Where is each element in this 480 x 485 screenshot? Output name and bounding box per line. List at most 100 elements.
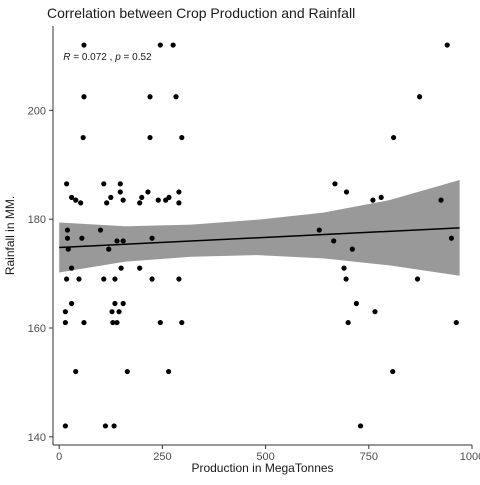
r-value: = 0.072 , [70,52,115,63]
data-point-27 [155,197,161,203]
data-point-25 [73,197,79,203]
data-point-49 [118,265,124,271]
data-point-50 [137,265,143,271]
data-point-45 [65,246,71,252]
data-point-14 [117,181,123,187]
data-point-26 [120,197,126,203]
data-point-4 [81,94,87,100]
data-point-64 [62,309,68,315]
data-point-52 [64,276,70,282]
data-point-36 [97,227,104,233]
data-point-70 [110,319,116,326]
data-point-77 [124,368,130,375]
data-point-66 [116,309,122,315]
y-ticks: 140 160 180 200 [28,105,53,444]
data-point-28 [163,197,169,203]
data-point-18 [176,189,182,195]
y-tick-label-3: 200 [28,105,46,117]
data-point-63 [353,300,360,307]
data-point-73 [179,319,185,326]
data-point-74 [345,319,351,326]
data-point-65 [109,309,115,315]
correlation-annotation: R = 0.072 , p = 0.52 [63,52,152,63]
chart-title: Correlation between Crop Production and … [47,5,355,21]
x-tick-label-3: 750 [360,451,378,463]
data-point-81 [102,423,109,429]
data-point-78 [165,368,172,375]
data-point-3 [444,42,450,48]
data-point-58 [343,276,349,282]
data-point-75 [453,319,459,326]
data-point-21 [108,194,114,201]
data-point-33 [137,200,143,206]
data-point-53 [76,276,82,282]
data-point-24 [378,194,384,201]
y-tick-label-2: 180 [28,214,46,226]
data-point-59 [414,276,421,282]
data-point-2 [170,42,176,48]
data-point-51 [341,265,347,271]
x-axis-title: Production in MegaTonnes [191,461,333,475]
p-value: = 0.52 [121,52,152,63]
data-point-34 [176,200,182,206]
y-tick-label-0: 140 [28,432,46,444]
data-point-56 [149,276,155,282]
data-point-71 [114,319,120,326]
data-point-9 [147,134,153,141]
data-point-12 [64,181,70,187]
x-tick-label-4: 1000 [460,451,480,463]
x-tick-label-2: 500 [256,451,274,463]
data-point-11 [390,134,397,141]
data-point-48 [68,265,75,271]
x-ticks: 0 250 500 750 1000 [56,445,480,463]
data-point-22 [139,194,145,201]
data-point-67 [372,309,378,315]
data-point-42 [149,235,155,241]
x-tick-label-0: 0 [56,451,62,463]
data-point-6 [173,94,179,100]
data-point-72 [157,319,163,326]
data-point-80 [62,423,68,429]
y-tick-label-1: 160 [28,323,46,335]
data-point-47 [349,246,355,252]
p-label: p [114,52,121,63]
data-point-37 [316,227,322,233]
data-point-82 [111,423,117,429]
data-point-54 [101,276,107,282]
data-point-39 [79,235,85,241]
data-point-32 [104,200,110,206]
data-point-13 [101,181,107,187]
data-point-19 [343,189,350,195]
data-point-55 [112,276,118,282]
confidence-band [59,180,460,276]
data-point-43 [331,238,337,244]
data-point-5 [147,94,153,100]
data-point-31 [78,200,84,206]
data-point-16 [117,189,123,195]
r-label: R [63,52,70,63]
regression-line-layer [59,227,460,249]
axes [52,26,472,446]
regression-line [59,227,460,249]
data-point-17 [145,189,151,195]
data-point-83 [357,423,364,429]
data-point-40 [114,238,120,244]
data-point-38 [64,235,71,241]
data-point-20 [68,194,75,201]
data-point-1 [157,42,163,48]
data-point-0 [81,42,87,48]
data-point-29 [370,197,376,203]
data-point-41 [120,238,126,244]
data-point-76 [73,368,79,375]
data-point-79 [390,368,396,375]
x-tick-label-1: 250 [153,451,171,463]
data-point-10 [179,134,185,141]
data-point-62 [120,300,126,307]
data-point-46 [106,246,112,252]
confidence-band-layer [59,180,460,276]
data-point-68 [62,319,68,326]
data-point-15 [332,181,338,187]
data-point-35 [64,227,71,233]
